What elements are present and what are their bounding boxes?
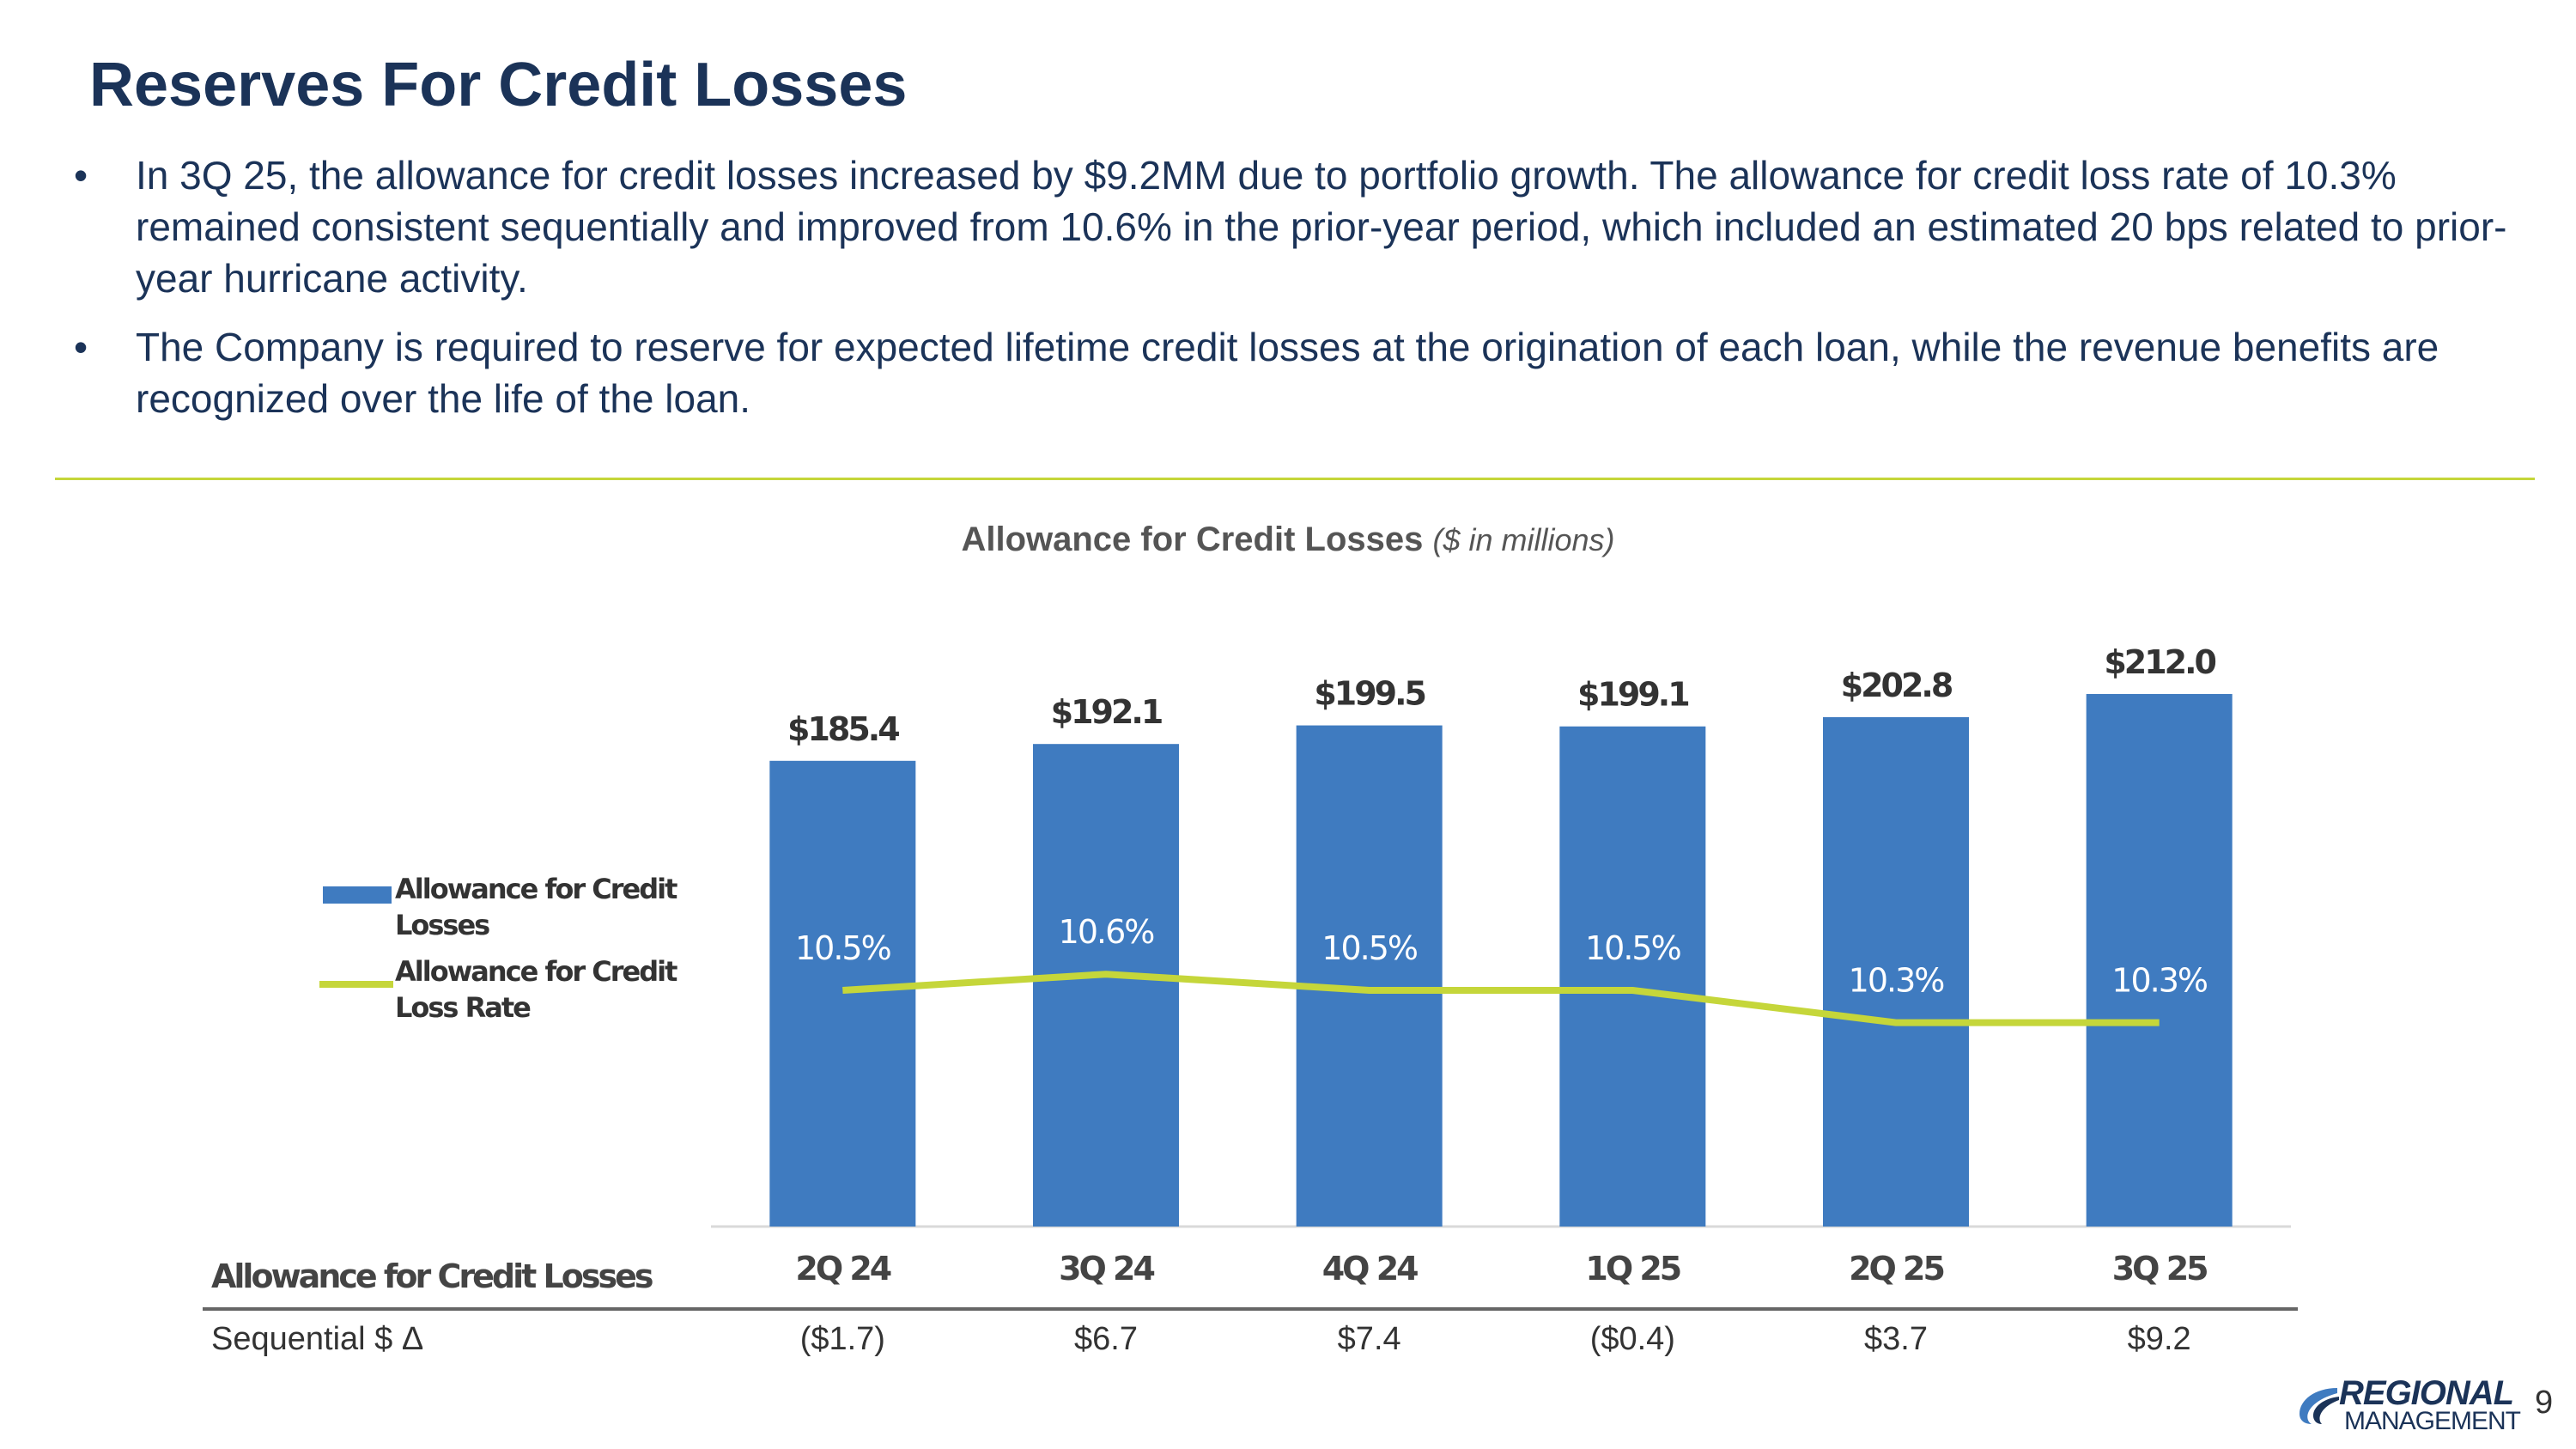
rate-data-label: 10.6% — [1059, 913, 1155, 951]
bullet-text: The Company is required to reserve for e… — [136, 325, 2439, 421]
bar — [1559, 726, 1706, 1227]
legend-label: Allowance for Credit Losses — [395, 873, 677, 941]
table-cell: ($1.7) — [799, 1321, 885, 1357]
bar-value-label: $199.1 — [1577, 676, 1688, 714]
rate-data-label: 10.5% — [795, 929, 891, 967]
table-header-label: Allowance for Credit Losses — [211, 1257, 653, 1295]
bar-value-label: $199.5 — [1314, 675, 1425, 713]
legend-swatch-bar — [323, 886, 392, 904]
bar — [1296, 725, 1443, 1227]
bar — [1823, 716, 1969, 1227]
bar-value-label: $192.1 — [1051, 693, 1162, 731]
x-tick-label: 2Q 25 — [1849, 1250, 1943, 1288]
logo-swoosh-icon — [2300, 1388, 2339, 1424]
rate-data-label: 10.5% — [1321, 929, 1418, 967]
bar — [2086, 694, 2233, 1227]
table-cell: $7.4 — [1337, 1321, 1401, 1357]
legend-swatch-line — [319, 981, 393, 988]
table-cell: $6.7 — [1074, 1321, 1138, 1357]
x-tick-label: 4Q 24 — [1322, 1250, 1418, 1288]
bar-value-label: $185.4 — [787, 710, 899, 748]
bar — [769, 760, 916, 1227]
table-cell: $3.7 — [1864, 1321, 1928, 1357]
chart-title-text: Allowance for Credit Losses — [961, 521, 1424, 558]
bullet-text: In 3Q 25, the allowance for credit losse… — [136, 153, 2507, 301]
x-tick-label: 3Q 25 — [2112, 1250, 2207, 1288]
bullet-item: • In 3Q 25, the allowance for credit los… — [70, 149, 2526, 304]
x-tick-label: 3Q 24 — [1059, 1250, 1154, 1288]
x-tick-label: 2Q 24 — [795, 1250, 890, 1288]
table-row-label: Sequential $ Δ — [211, 1321, 424, 1357]
rate-data-label: 10.3% — [2111, 962, 2208, 1000]
logo-text-management: MANAGEMENT — [2344, 1407, 2521, 1435]
bullet-icon: • — [74, 153, 88, 198]
bar-value-label: $202.8 — [1841, 667, 1953, 704]
logo-text-regional: REGIONAL — [2339, 1374, 2514, 1412]
page-number: 9 — [2535, 1385, 2554, 1421]
bar-value-label: $212.0 — [2104, 643, 2215, 681]
page-title: Reserves For Credit Losses — [89, 51, 908, 119]
legend-label: Allowance for Credit Loss Rate — [395, 955, 677, 1024]
bullet-item: • The Company is required to reserve for… — [70, 321, 2526, 424]
table-cell: ($0.4) — [1589, 1321, 1675, 1357]
table-divider — [203, 1307, 2298, 1311]
section-divider — [55, 478, 2535, 480]
bar — [1033, 744, 1179, 1227]
chart-title: Allowance for Credit Losses ($ in millio… — [0, 521, 2576, 559]
company-logo: REGIONAL MANAGEMENT — [2294, 1374, 2521, 1435]
bullet-icon: • — [74, 325, 88, 369]
rate-data-label: 10.5% — [1585, 929, 1681, 967]
rate-data-label: 10.3% — [1849, 962, 1945, 1000]
table-cell: $9.2 — [2127, 1321, 2191, 1357]
bullet-list: • In 3Q 25, the allowance for credit los… — [70, 149, 2526, 441]
rate-line — [842, 971, 2160, 1026]
chart-subtitle: ($ in millions) — [1432, 522, 1615, 557]
x-tick-label: 1Q 25 — [1585, 1250, 1680, 1288]
